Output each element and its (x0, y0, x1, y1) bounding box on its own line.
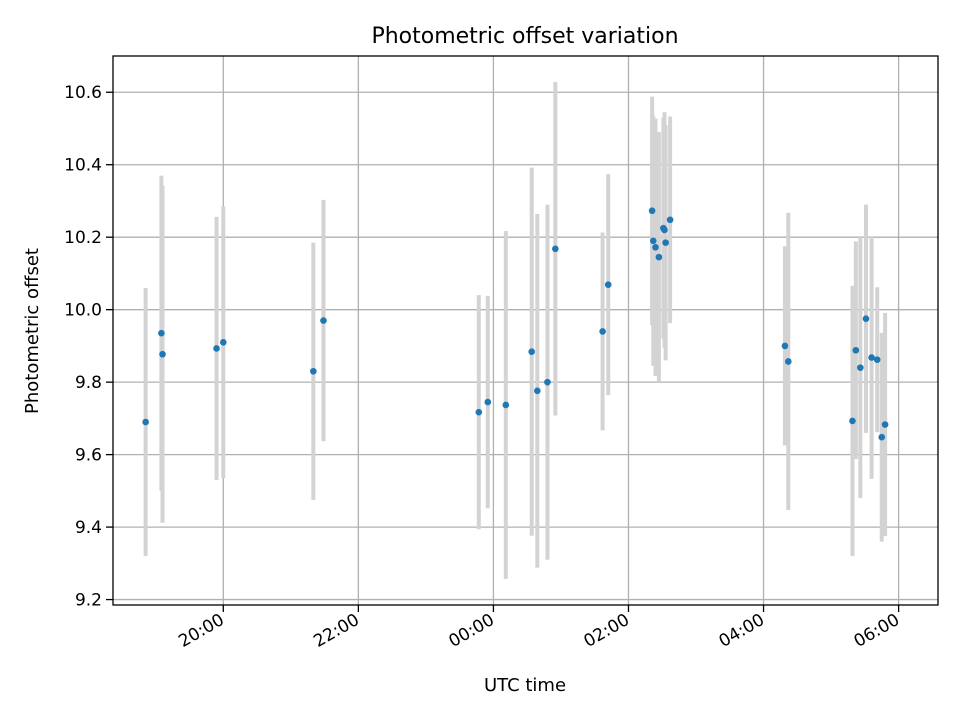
data-point (849, 417, 856, 425)
data-point (552, 245, 559, 253)
y-tick-label: 10.4 (64, 156, 102, 176)
data-point (652, 244, 659, 251)
data-point (528, 348, 535, 355)
data-point (852, 346, 860, 354)
data-point (868, 354, 875, 361)
data-point (484, 398, 492, 406)
data-point (666, 216, 674, 224)
plot-frame (112, 55, 939, 606)
data-point (661, 226, 668, 234)
y-tick-label: 9.8 (75, 373, 102, 393)
data-point (655, 253, 663, 261)
data-point (648, 207, 656, 215)
y-tick-label: 9.6 (75, 446, 102, 466)
y-tick-label: 10.0 (64, 301, 102, 321)
data-point (220, 338, 227, 346)
data-point (310, 367, 317, 375)
data-point (534, 387, 541, 395)
data-point (781, 342, 789, 350)
data-point (599, 328, 606, 335)
data-point (785, 358, 792, 365)
data-points (142, 207, 889, 441)
y-tick-label: 9.4 (75, 518, 102, 538)
data-point (662, 239, 669, 246)
grid (113, 56, 938, 605)
data-point (544, 378, 551, 386)
y-tick-label: 9.2 (75, 591, 102, 611)
chart-title: Photometric offset variation (371, 24, 678, 49)
data-point (475, 408, 483, 416)
data-point (158, 329, 165, 337)
data-point (213, 345, 220, 352)
data-point (142, 418, 149, 426)
data-point (502, 401, 510, 409)
x-axis-label: UTC time (484, 675, 566, 696)
y-axis-label: Photometric offset (22, 248, 43, 414)
data-point (881, 421, 889, 428)
y-axis-ticks: 9.2 9.4 9.6 9.8 10.0 10.2 10.4 10.6 (64, 83, 113, 611)
data-point (604, 281, 612, 288)
y-tick-label: 10.2 (64, 228, 102, 248)
data-point (862, 315, 870, 323)
data-point (159, 350, 166, 358)
data-point (873, 356, 881, 363)
data-point (878, 433, 886, 441)
data-point (320, 317, 327, 324)
data-point (857, 364, 864, 371)
data-point (649, 237, 657, 245)
y-tick-label: 10.6 (64, 83, 102, 103)
